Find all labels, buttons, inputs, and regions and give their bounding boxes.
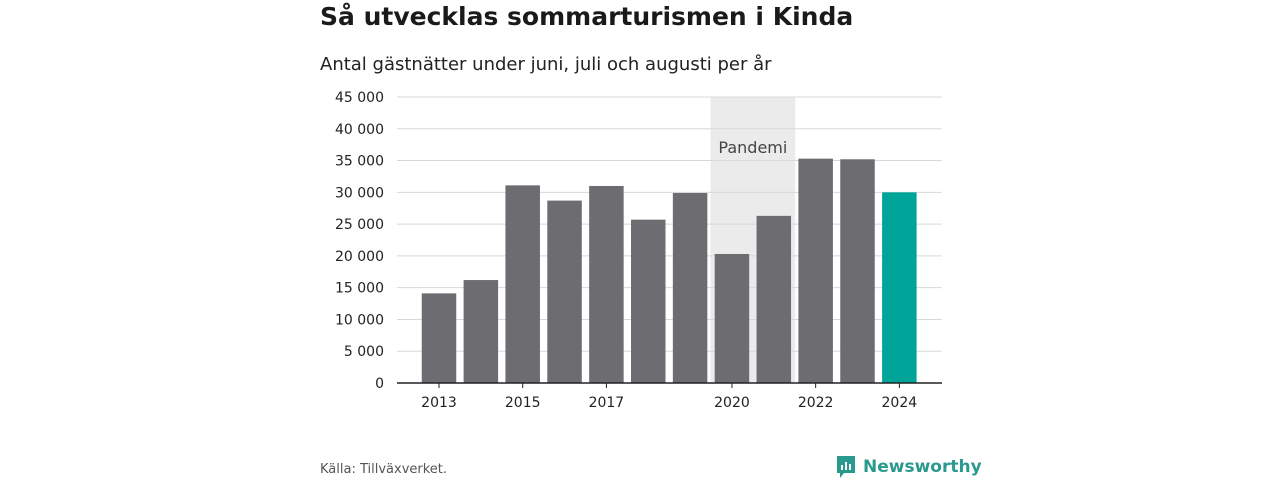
bar-2016 xyxy=(547,200,582,383)
bar-2019 xyxy=(672,192,708,383)
x-tick-label: 2013 xyxy=(421,395,457,411)
bar-2023 xyxy=(840,159,875,383)
bar-2024 xyxy=(882,192,917,383)
y-tick-label: 30 000 xyxy=(335,185,384,201)
x-tick-label: 2020 xyxy=(714,395,750,411)
x-tick-label: 2015 xyxy=(505,395,541,411)
x-tick-label: 2024 xyxy=(882,395,918,411)
bar-2018 xyxy=(631,219,666,383)
brand-name: Newsworthy xyxy=(863,457,982,477)
y-tick-label: 20 000 xyxy=(335,249,384,265)
x-tick-label: 2017 xyxy=(589,395,625,411)
newsworthy-icon xyxy=(837,456,855,478)
bar-2020 xyxy=(714,253,750,383)
y-tick-label: 25 000 xyxy=(335,217,384,233)
y-tick-label: 10 000 xyxy=(335,312,384,328)
chart-subtitle: Antal gästnätter under juni, juli och au… xyxy=(320,54,772,75)
bar-2017 xyxy=(589,185,624,383)
chart-title: Så utvecklas sommarturismen i Kinda xyxy=(320,2,854,31)
y-tick-label: 40 000 xyxy=(335,122,384,138)
bar-2015 xyxy=(505,185,540,383)
bar-2022 xyxy=(798,158,833,383)
brand-logo: Newsworthy xyxy=(835,454,982,480)
bar-2013 xyxy=(421,293,457,383)
x-tick-label: 2022 xyxy=(798,395,834,411)
y-tick-label: 0 xyxy=(375,376,384,392)
y-tick-label: 5 000 xyxy=(344,344,384,360)
y-tick-label: 35 000 xyxy=(335,154,384,170)
source-note: Källa: Tillväxverket. xyxy=(320,462,448,477)
bar-2021 xyxy=(756,215,792,383)
y-tick-label: 45 000 xyxy=(335,90,384,106)
bar-2014 xyxy=(463,280,499,383)
pandemic-label: Pandemi xyxy=(718,138,787,157)
y-tick-label: 15 000 xyxy=(335,281,384,297)
